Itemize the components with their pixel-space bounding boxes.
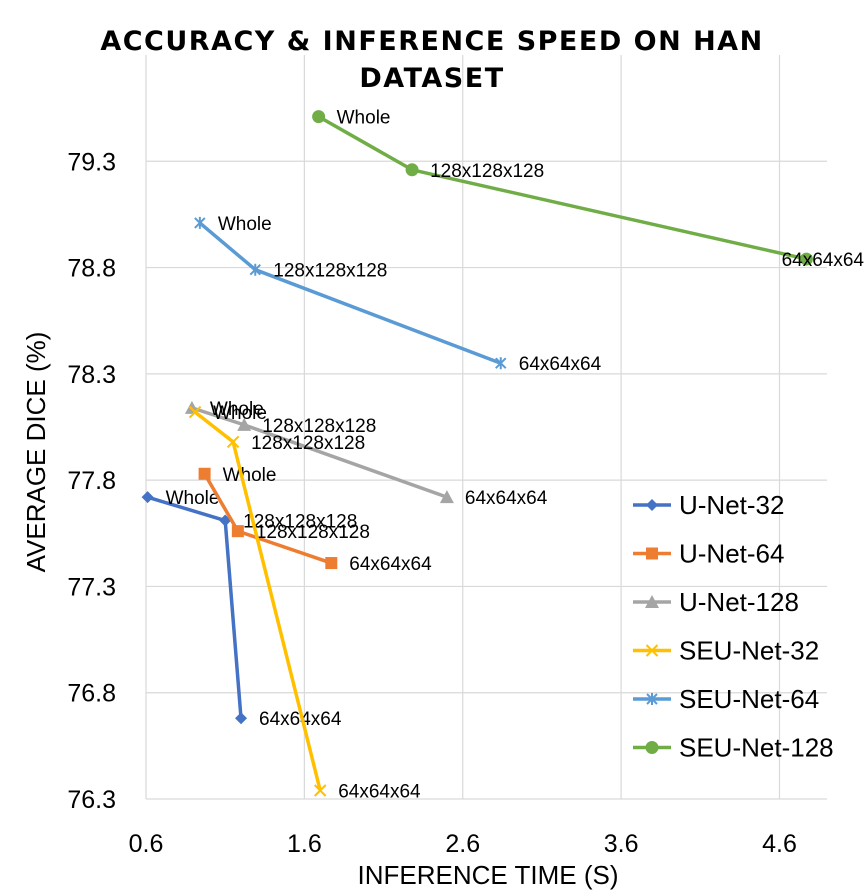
data-point	[325, 557, 338, 570]
chart-title-line-2: DATASET	[359, 63, 504, 94]
data-label: 128x128x128	[256, 522, 370, 543]
legend-label: SEU-Net-128	[679, 733, 834, 763]
x-tick-label: 2.6	[445, 830, 480, 858]
legend-item: U-Net-128	[633, 587, 799, 617]
data-point	[237, 417, 252, 431]
x-tick-label: 0.6	[129, 830, 164, 858]
data-point	[495, 357, 507, 370]
legend: U-Net-32 U-Net-64 U-Net-128 SEU-Net-32 SEU-N…	[633, 490, 834, 763]
chart-title: ACCURACY & INFERENCE SPEED ON HAN DATASE…	[100, 26, 763, 94]
data-point	[799, 252, 813, 266]
data-point	[312, 110, 326, 124]
data-label: Whole	[337, 108, 391, 129]
legend-marker	[645, 741, 659, 754]
y-axis-label: AVERAGE DICE (%)	[21, 332, 51, 573]
data-label: Whole	[223, 465, 277, 486]
data-label: 128x128x128	[251, 433, 365, 454]
legend-marker	[645, 595, 659, 608]
legend-marker	[646, 693, 658, 705]
data-point	[405, 163, 419, 177]
chart-title-line-1: ACCURACY & INFERENCE SPEED ON HAN	[100, 26, 763, 57]
x-tick-label: 1.6	[287, 830, 322, 858]
legend-item: U-Net-64	[633, 539, 784, 569]
legend-item: SEU-Net-32	[633, 636, 819, 666]
data-point	[226, 435, 240, 449]
series-line	[317, 115, 807, 261]
y-tick-label: 77.3	[67, 573, 116, 601]
x-axis-label: INFERENCE TIME (S)	[358, 860, 619, 890]
y-tick-label: 76.8	[67, 680, 116, 708]
y-tick-label: 77.8	[67, 467, 116, 495]
series-u-net-32: Whole 128x128x128 64x64x64	[141, 488, 357, 730]
series-layer: Whole128x128x12864x64x64Whole128x128x128…	[141, 108, 864, 802]
x-tick-label: 3.6	[604, 830, 639, 858]
data-label: Whole	[210, 399, 264, 420]
data-label: 64x64x64	[465, 488, 548, 509]
data-point	[188, 405, 202, 419]
data-label: 64x64x64	[338, 781, 421, 802]
data-label: 64x64x64	[349, 554, 432, 575]
data-label: Whole	[213, 403, 267, 424]
series-line	[147, 495, 243, 719]
legend-marker	[646, 547, 658, 560]
data-point	[194, 216, 206, 229]
y-tick-label: 78.3	[67, 361, 116, 389]
legend-label: U-Net-32	[679, 490, 784, 520]
grid-lines	[145, 55, 827, 800]
data-point	[314, 784, 327, 797]
y-tick-label: 78.8	[67, 255, 116, 283]
data-point	[249, 263, 261, 276]
legend-label: SEU-Net-32	[679, 636, 819, 666]
data-label: 128x128x128	[273, 261, 387, 282]
legend-label: SEU-Net-64	[679, 684, 819, 714]
legend-label: U-Net-128	[679, 587, 799, 617]
legend-marker	[646, 499, 658, 511]
axis-ticks: 76.3 76.8 77.3 77.8 78.3 78.8 79.3 0.6 1.6 2.6 3.6…	[67, 148, 797, 858]
data-point	[439, 490, 454, 504]
data-label: 128x128x128	[262, 416, 376, 437]
legend-item: SEU-Net-64	[633, 684, 819, 714]
data-point	[231, 525, 244, 538]
data-label: 64x64x64	[782, 250, 865, 271]
data-point	[235, 712, 248, 725]
data-point	[141, 491, 154, 504]
data-label: 64x64x64	[259, 709, 342, 730]
series-seu-net-64: Whole 128x128x128 64x64x64	[194, 214, 602, 375]
data-label: 128x128x128	[243, 512, 357, 533]
data-point	[198, 467, 211, 480]
legend-marker	[645, 644, 659, 657]
legend-label: U-Net-64	[679, 539, 784, 569]
data-label: 128x128x128	[430, 161, 544, 182]
data-label: Whole	[218, 214, 272, 235]
series-u-net-64: Whole 128x128x128 64x64x64	[198, 465, 432, 575]
y-tick-label: 79.3	[67, 148, 116, 176]
x-tick-label: 4.6	[762, 830, 797, 858]
y-tick-label: 76.3	[67, 786, 116, 814]
series-seu-net-128: Whole 128x128x128 64x64x64	[312, 108, 864, 271]
legend-item: U-Net-32	[633, 490, 784, 520]
legend-item: SEU-Net-128	[633, 733, 834, 763]
series-line	[198, 221, 502, 365]
data-label: Whole	[166, 488, 220, 509]
data-label: 64x64x64	[519, 354, 602, 375]
